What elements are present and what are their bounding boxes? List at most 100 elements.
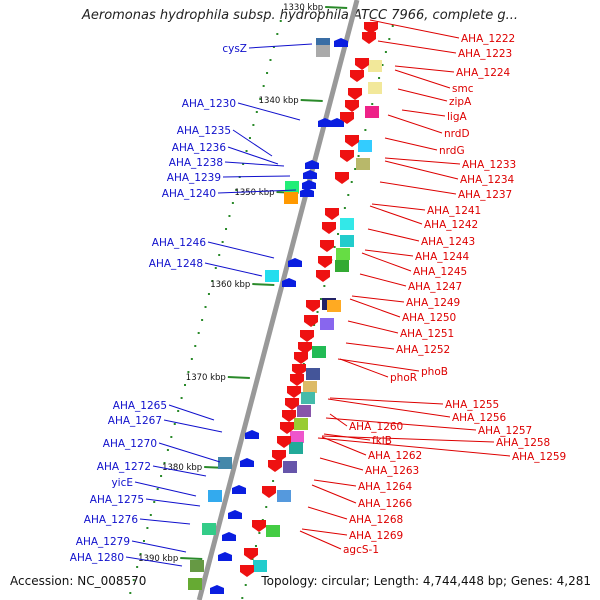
gene-label-aha_1263[interactable]: AHA_1263 [365,465,419,477]
gene-label-aha_1280[interactable]: AHA_1280 [70,552,124,564]
scale-label: 1360 kbp [210,280,250,290]
forward-gene-arrow [240,458,254,467]
gene-label-aha_1268[interactable]: AHA_1268 [349,514,403,526]
gene-feature-box [327,300,341,312]
gene-label-aha_1235[interactable]: AHA_1235 [177,125,231,137]
reverse-gene-arrow [345,100,359,112]
scale-tick [337,233,340,235]
forward-gene-arrow [222,532,236,541]
gene-label-smc[interactable]: smc [452,83,474,95]
gene-feature-box [283,461,297,473]
gene-feature-box [284,192,298,204]
scale-marker [325,6,348,9]
leader-line [401,109,446,117]
gene-label-aha_1238[interactable]: AHA_1238 [169,157,223,169]
scale-tick [272,46,275,48]
gene-label-aha_1272[interactable]: AHA_1272 [97,461,151,473]
gene-label-aha_1257[interactable]: AHA_1257 [478,425,532,437]
scale-tick [258,532,261,534]
gene-label-cysz[interactable]: cysZ [222,43,247,55]
leader-line [145,498,201,507]
gene-label-aha_1256[interactable]: AHA_1256 [452,412,507,424]
gene-label-aha_1246[interactable]: AHA_1246 [152,237,207,249]
scale-tick [343,207,346,209]
gene-label-phob[interactable]: phoB [421,366,448,378]
gene-feature-box [202,523,216,535]
gene-label-aha_1230[interactable]: AHA_1230 [182,98,236,110]
leader-line [397,88,448,102]
scale-tick [163,462,166,464]
gene-label-aha_1237[interactable]: AHA_1237 [458,189,512,201]
gene-label-aha_1264[interactable]: AHA_1264 [358,481,413,493]
gene-label-aha_1260[interactable]: AHA_1260 [349,421,403,433]
gene-label-agcs-1[interactable]: agcS-1 [343,544,379,556]
map-title: Aeromonas hydrophila subsp. hydrophila A… [81,8,519,23]
gene-label-aha_1222[interactable]: AHA_1222 [461,33,515,45]
leader-line [311,484,357,504]
gene-label-nrdg[interactable]: nrdG [439,145,465,157]
scale-tick [149,514,152,516]
gene-label-aha_1247[interactable]: AHA_1247 [408,281,462,293]
gene-label-aha_1223[interactable]: AHA_1223 [458,48,512,60]
gene-label-aha_1242[interactable]: AHA_1242 [424,219,478,231]
scale-label: 1350 kbp [234,188,274,198]
scale-tick [146,527,149,529]
gene-label-zipa[interactable]: zipA [449,96,472,108]
scale-tick [371,103,374,105]
gene-label-aha_1240[interactable]: AHA_1240 [162,188,216,200]
scale-tick [214,267,217,269]
leader-line [125,556,183,567]
gene-label-aha_1279[interactable]: AHA_1279 [76,536,130,548]
gene-label-aha_1259[interactable]: AHA_1259 [512,451,566,463]
gene-label-aha_1266[interactable]: AHA_1266 [358,498,413,510]
gene-label-aha_1224[interactable]: AHA_1224 [456,67,511,79]
forward-gene-arrow [282,278,296,287]
reverse-gene-arrow [335,172,349,184]
gene-label-phor[interactable]: phoR [390,372,417,384]
gene-label-aha_1270[interactable]: AHA_1270 [103,438,157,450]
leader-line [248,43,313,49]
topology-text: Topology: circular; Length: 4,744,448 bp… [261,574,591,588]
reverse-gene-arrow [348,88,362,100]
gene-label-aha_1265[interactable]: AHA_1265 [113,400,167,412]
gene-label-aha_1262[interactable]: AHA_1262 [368,450,422,462]
scale-tick [242,163,245,165]
gene-label-aha_1275[interactable]: AHA_1275 [90,494,144,506]
gene-label-aha_1234[interactable]: AHA_1234 [460,174,515,186]
gene-label-aha_1241[interactable]: AHA_1241 [427,205,481,217]
gene-label-aha_1276[interactable]: AHA_1276 [84,514,139,526]
gene-label-aha_1249[interactable]: AHA_1249 [406,297,460,309]
gene-label-aha_1243[interactable]: AHA_1243 [421,236,475,248]
leader-line [394,69,451,89]
gene-label-aha_1244[interactable]: AHA_1244 [415,251,470,263]
gene-label-aha_1267[interactable]: AHA_1267 [108,415,162,427]
gene-label-aha_1250[interactable]: AHA_1250 [402,312,456,324]
gene-label-yice[interactable]: yicE [111,477,133,489]
gene-label-aha_1239[interactable]: AHA_1239 [167,172,221,184]
leader-line [325,417,477,431]
gene-label-aha_1236[interactable]: AHA_1236 [172,142,227,154]
gene-label-aha_1251[interactable]: AHA_1251 [400,328,454,340]
scale-tick [177,410,180,412]
reverse-gene-arrow [340,112,354,124]
gene-label-aha_1248[interactable]: AHA_1248 [149,258,203,270]
leader-line [168,404,215,421]
gene-label-aha_1233[interactable]: AHA_1233 [462,159,516,171]
gene-label-liga[interactable]: ligA [447,111,467,123]
gene-label-aha_1252[interactable]: AHA_1252 [396,344,450,356]
scale-tick [333,246,336,248]
reverse-gene-arrow [320,240,334,252]
gene-label-nrdd[interactable]: nrdD [444,128,470,140]
gene-label-aha_1245[interactable]: AHA_1245 [413,266,467,278]
gene-label-aha_1258[interactable]: AHA_1258 [496,437,550,449]
scale-tick [194,345,197,347]
gene-label-fklb[interactable]: fklB [372,435,392,447]
scale-tick [251,558,254,560]
gene-label-aha_1255[interactable]: AHA_1255 [445,399,499,411]
scale-tick [221,241,224,243]
gene-label-aha_1269[interactable]: AHA_1269 [349,530,403,542]
reverse-gene-arrow [345,135,359,147]
leader-line [387,114,443,134]
